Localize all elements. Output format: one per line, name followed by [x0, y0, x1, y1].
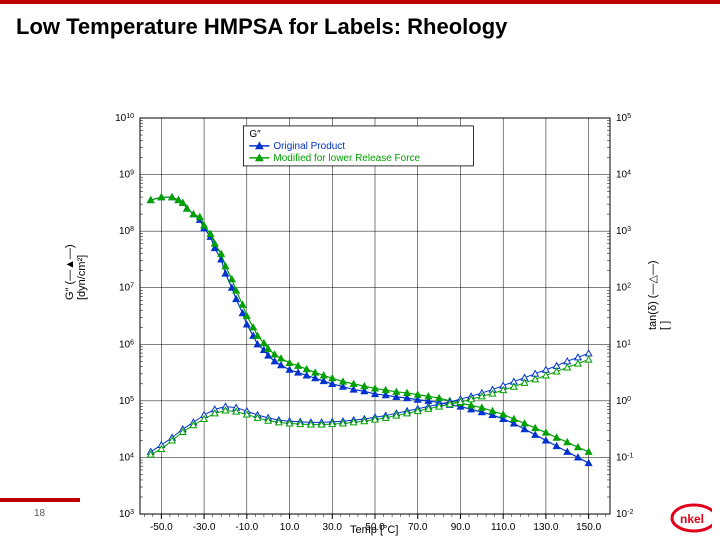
page-number: 18: [34, 508, 45, 519]
y-axis-right-label: tan(δ) (—△—)[ ]: [646, 260, 671, 330]
accent-bottom-bar: [0, 498, 80, 502]
svg-text:10-2: 10-2: [616, 509, 633, 521]
svg-text:-50.0: -50.0: [150, 522, 173, 533]
svg-text:109: 109: [119, 169, 134, 181]
svg-text:106: 106: [119, 339, 134, 351]
rheology-chart: -50.0-30.0-10.010.030.050.070.090.0110.0…: [0, 0, 720, 540]
svg-text:30.0: 30.0: [323, 522, 343, 533]
svg-text:105: 105: [616, 113, 631, 125]
svg-text:150.0: 150.0: [576, 522, 601, 533]
svg-text:-10.0: -10.0: [235, 522, 258, 533]
y-axis-left-label: G″ (—▲—)[dyn/cm²]: [64, 244, 88, 300]
svg-text:103: 103: [119, 509, 134, 521]
svg-text:-30.0: -30.0: [193, 522, 216, 533]
svg-text:10.0: 10.0: [280, 522, 300, 533]
svg-text:Original Product: Original Product: [273, 141, 345, 152]
x-axis-label: Temp [°C]: [350, 524, 398, 536]
svg-text:110.0: 110.0: [491, 522, 516, 533]
svg-text:130.0: 130.0: [533, 522, 558, 533]
svg-text:102: 102: [616, 282, 631, 294]
svg-text:104: 104: [616, 169, 631, 181]
svg-text:100: 100: [616, 395, 631, 407]
svg-text:Modified for lower Release For: Modified for lower Release Force: [273, 153, 420, 164]
svg-text:103: 103: [616, 226, 631, 238]
svg-text:108: 108: [119, 226, 134, 238]
svg-text:107: 107: [119, 282, 134, 294]
svg-text:101: 101: [616, 339, 631, 351]
svg-text:G″: G″: [249, 129, 261, 140]
slide-root: Low Temperature HMPSA for Labels: Rheolo…: [0, 0, 720, 540]
svg-text:90.0: 90.0: [451, 522, 471, 533]
svg-text:10-1: 10-1: [616, 452, 633, 464]
svg-text:nkel: nkel: [680, 512, 704, 526]
svg-text:1010: 1010: [115, 113, 134, 125]
svg-text:104: 104: [119, 452, 134, 464]
svg-text:105: 105: [119, 395, 134, 407]
svg-text:70.0: 70.0: [408, 522, 428, 533]
brand-logo: nkel: [664, 502, 712, 534]
